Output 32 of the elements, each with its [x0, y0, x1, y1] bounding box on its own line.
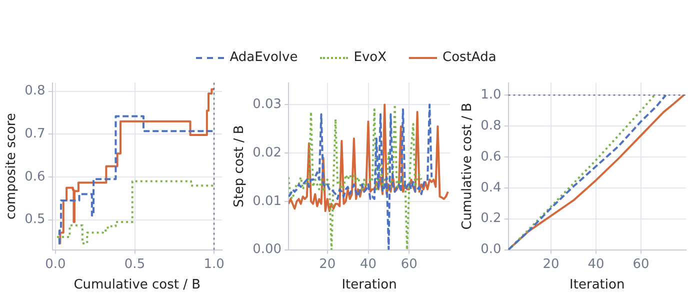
y-tick-label: 0.4 [480, 180, 502, 196]
y-axis-title: composite score [4, 113, 20, 220]
x-tick-label: 40 [360, 256, 377, 272]
legend-label: CostAda [442, 50, 496, 65]
y-tick-label: 0.6 [480, 149, 502, 164]
x-tick-label: 40 [588, 256, 604, 272]
y-tick-label: 0.6 [24, 169, 46, 184]
legend-label: EvoX [354, 50, 387, 65]
x-tick-label: 0.0 [45, 256, 66, 272]
y-tick-label: 0.8 [24, 84, 46, 99]
x-tick-label: 0.5 [124, 256, 146, 272]
x-axis-title: Cumulative cost / B [74, 278, 201, 293]
x-axis-title: Iteration [570, 278, 625, 293]
y-tick-label: 0.7 [24, 126, 46, 142]
x-axis-title: Iteration [342, 278, 397, 293]
x-tick-label: 60 [632, 256, 650, 272]
y-tick-label: 0.03 [252, 96, 282, 112]
y-tick-label: 0.8 [480, 118, 502, 134]
y-axis-title: Cumulative cost / B [460, 102, 476, 230]
y-tick-label: 0.01 [252, 194, 282, 209]
y-tick-label: 0.5 [24, 212, 46, 228]
x-tick-label: 20 [542, 256, 560, 272]
y-tick-label: 0.2 [480, 211, 502, 226]
y-tick-label: 0.0 [480, 242, 502, 258]
legend-label: AdaEvolve [230, 50, 298, 65]
y-tick-label: 0.00 [252, 242, 282, 258]
x-tick-label: 1.0 [204, 256, 224, 272]
y-tick-label: 1.0 [480, 88, 502, 103]
y-axis-title: Step cost / B [232, 125, 248, 208]
x-tick-label: 20 [319, 256, 336, 272]
x-tick-label: 60 [400, 256, 418, 272]
y-tick-label: 0.02 [252, 145, 282, 160]
